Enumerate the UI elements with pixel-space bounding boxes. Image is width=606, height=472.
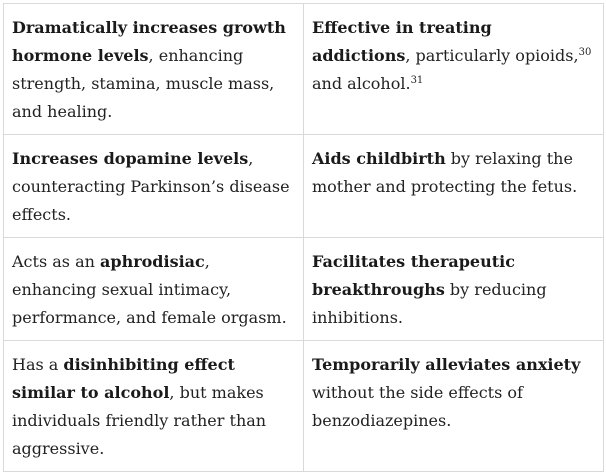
cell-text: , enhancing sexual intimacy, performance…	[12, 252, 287, 327]
citation-30[interactable]: 30	[578, 47, 592, 58]
cell-highlight: aphrodisiac	[100, 252, 205, 271]
table-row: Acts as an aphrodisiac, enhancing sexual…	[3, 237, 604, 341]
cell-text: Acts as an	[12, 252, 101, 271]
citation-31[interactable]: 31	[410, 75, 424, 86]
cell-text: and alcohol.	[312, 74, 411, 93]
table-cell-left: Acts as an aphrodisiac, enhancing sexual…	[3, 237, 304, 341]
cell-highlight: Aids childbirth	[312, 149, 446, 168]
table-cell-right: Temporarily alleviates anxiety without t…	[303, 340, 604, 472]
cell-highlight: Increases dopamine levels	[12, 149, 249, 168]
cell-text: by reducing inhibitions.	[312, 280, 547, 327]
table-row: Dramatically increases growth hormone le…	[3, 3, 604, 135]
table-cell-right: Aids childbirth by relaxing the mother a…	[303, 134, 604, 238]
cell-highlight: Dramatically increases growth hormone le…	[12, 18, 286, 65]
cell-highlight: Effective in treating addictions	[312, 18, 492, 65]
cell-text: by relaxing the mother and protecting th…	[312, 149, 578, 196]
cell-text: Has a	[12, 355, 64, 374]
cell-text: without the side effects of benzodiazepi…	[312, 383, 523, 430]
table-cell-left: Has a disinhibiting effect similar to al…	[3, 340, 304, 472]
cell-highlight: Facilitates therapeutic breakthroughs	[312, 252, 515, 299]
cell-highlight: Temporarily alleviates anxiety	[312, 355, 581, 374]
table-cell-left: Dramatically increases growth hormone le…	[3, 3, 304, 135]
table-cell-left: Increases dopamine levels, counteracting…	[3, 134, 304, 238]
table-row: Has a disinhibiting effect similar to al…	[3, 340, 604, 472]
cell-text: , enhancing strength, stamina, muscle ma…	[12, 46, 275, 121]
table-cell-right: Effective in treating addictions, partic…	[303, 3, 604, 135]
cell-text: , particularly opioids,	[405, 46, 579, 65]
table-row: Increases dopamine levels, counteracting…	[3, 134, 604, 238]
table-cell-right: Facilitates therapeutic breakthroughs by…	[303, 237, 604, 341]
benefits-table: Dramatically increases growth hormone le…	[3, 3, 604, 472]
cell-highlight: disinhibiting effect similar to alcohol	[12, 355, 235, 402]
cell-text: , counteracting Parkinson’s disease effe…	[12, 149, 290, 224]
